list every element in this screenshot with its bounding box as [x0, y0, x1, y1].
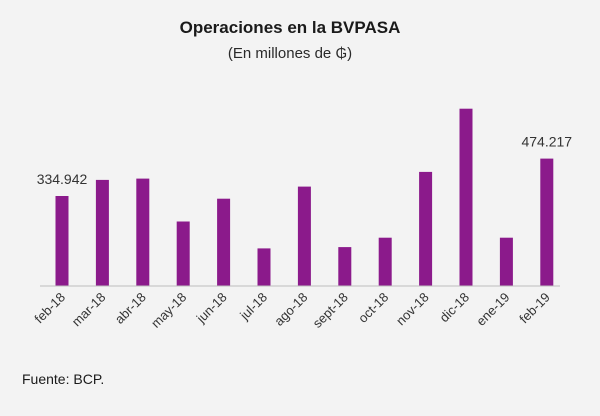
x-tick-ene-19: ene-19 — [473, 290, 512, 329]
bar-nov-18 — [419, 171, 433, 286]
data-labels: 334.942 474.217 — [37, 134, 573, 187]
bar-feb-18 — [55, 196, 69, 286]
bars-layer — [55, 108, 554, 286]
x-tick-jun-18: jun-18 — [193, 290, 230, 327]
x-tick-feb-19: feb-19 — [516, 290, 553, 327]
bar-jun-18 — [217, 198, 231, 286]
bar-sept-18 — [338, 247, 352, 286]
bar-jul-18 — [257, 248, 271, 286]
chart-subtitle: (En millones de ₲) — [227, 45, 353, 62]
source-note: Fuente: BCP. — [22, 371, 105, 387]
x-tick-feb-18: feb-18 — [31, 290, 68, 327]
bar-feb-19 — [540, 158, 554, 286]
x-tick-may-18: may-18 — [148, 290, 189, 331]
bar-oct-18 — [378, 237, 392, 286]
bar-may-18 — [176, 221, 190, 286]
x-tick-ago-18: ago-18 — [271, 290, 310, 329]
x-tick-jul-18: jul-18 — [236, 290, 270, 324]
x-tick-mar-18: mar-18 — [69, 290, 109, 330]
data-label-feb-19: 474.217 — [521, 134, 572, 150]
bar-ago-18 — [297, 186, 311, 286]
x-tick-labels: feb-18 mar-18 abr-18 may-18 jun-18 jul-18 ago-… — [31, 290, 552, 331]
chart-title: Operaciones en la BVPASA — [179, 18, 401, 37]
bar-abr-18 — [136, 178, 150, 286]
bar-ene-19 — [499, 237, 513, 286]
x-tick-sept-18: sept-18 — [310, 290, 351, 331]
bar-mar-18 — [95, 179, 109, 286]
bar-dic-18 — [459, 108, 473, 286]
x-tick-nov-18: nov-18 — [393, 290, 432, 329]
x-tick-abr-18: abr-18 — [112, 290, 149, 327]
data-label-feb-18: 334.942 — [37, 171, 88, 187]
x-tick-oct-18: oct-18 — [355, 290, 391, 326]
x-tick-dic-18: dic-18 — [436, 290, 472, 326]
